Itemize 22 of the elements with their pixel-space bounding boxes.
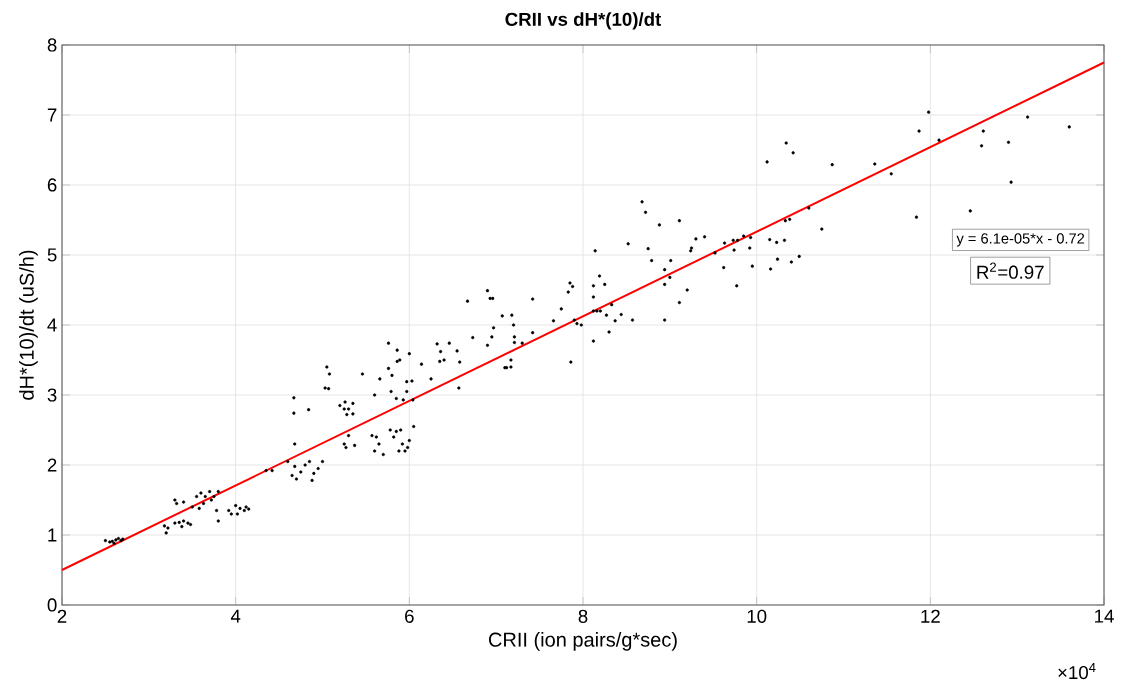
- y-tick-label: 7: [47, 108, 57, 122]
- x-axis-title: CRII (ion pairs/g*sec): [489, 632, 677, 651]
- y-tick-label: 5: [47, 248, 57, 262]
- y-tick-label: 4: [47, 318, 57, 332]
- x-tick-label: 10: [747, 609, 767, 623]
- x-tick-label: 2: [57, 609, 67, 623]
- x-tick-label: 4: [230, 609, 241, 623]
- annotation: y = 6.1e-05*x - 0.72: [956, 233, 1085, 247]
- annotation: R$^{2}$=0.97: [977, 262, 1044, 279]
- y-tick-label: 8: [47, 38, 57, 52]
- text: ×10$^{4}$: [1058, 663, 1096, 680]
- y-axis-title: dH*(10)/dt (uS/h): [19, 250, 38, 400]
- y-tick-label: 2: [47, 458, 57, 472]
- y-tick-label: 1: [48, 528, 57, 542]
- x-tick-label: 14: [1095, 609, 1114, 623]
- x-tick-label: 8: [578, 609, 588, 623]
- y-tick-label: 6: [47, 178, 57, 192]
- x-tick-label: 6: [405, 609, 414, 623]
- x-tick-label: 12: [921, 609, 940, 623]
- y-tick-label: 3: [47, 388, 57, 402]
- y-tick-label: 0: [47, 598, 57, 612]
- chart-title: CRII vs dH*(10)/dt: [505, 12, 662, 30]
